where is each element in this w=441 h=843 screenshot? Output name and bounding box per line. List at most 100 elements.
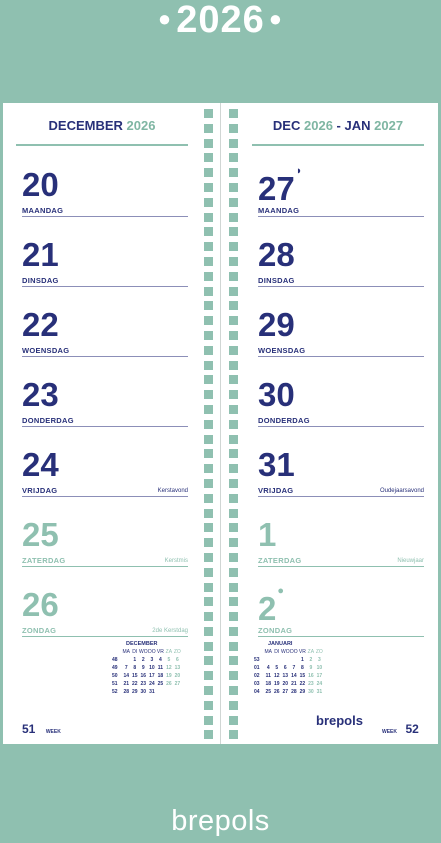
spiral-hole xyxy=(229,656,238,666)
mini-day xyxy=(156,688,165,696)
spiral-hole xyxy=(204,478,213,488)
spiral-hole xyxy=(229,700,238,710)
day-rule xyxy=(258,216,424,217)
spiral-hole xyxy=(229,123,238,133)
spiral-hole xyxy=(229,256,238,266)
mini-day: 2 xyxy=(141,657,145,663)
mini-day: 4 xyxy=(266,665,270,671)
mini-day: 1 xyxy=(133,657,137,663)
spiral-hole xyxy=(229,227,238,237)
brepols-logo: brepols xyxy=(171,805,270,837)
day-row: 22 WOENSDAG xyxy=(22,308,188,358)
mini-day: 10 xyxy=(149,665,155,671)
mini-week-number: 02 xyxy=(254,673,260,679)
mini-week-number: 48 xyxy=(112,657,118,663)
spiral-hole xyxy=(229,730,238,740)
day-number: 25 xyxy=(22,518,59,552)
mini-day: 1 xyxy=(300,657,304,663)
day-number: 20 xyxy=(22,168,59,202)
spiral-hole xyxy=(204,227,213,237)
mini-day: 4 xyxy=(158,657,162,663)
mini-day: 27 xyxy=(282,689,289,695)
day-rule xyxy=(258,566,424,567)
day-name: DINSDAG xyxy=(258,276,295,285)
mini-day: 23 xyxy=(308,681,314,687)
mini-week-number: 51 xyxy=(112,681,118,687)
right-week-footer: WEEK 52 xyxy=(382,720,419,738)
spiral-hole xyxy=(204,493,213,503)
day-name: ZONDAG xyxy=(258,626,293,635)
day-row: 26 ZONDAG 2de Kerstdag xyxy=(22,588,188,638)
mini-weekday-header: ZO xyxy=(315,649,323,655)
mini-week-number: 50 xyxy=(112,673,118,679)
spiral-hole xyxy=(204,404,213,414)
mini-day: 19 xyxy=(273,681,280,687)
mini-day: 5 xyxy=(167,657,171,663)
spiral-hole xyxy=(229,434,238,444)
spiral-hole xyxy=(229,212,238,222)
mini-day: 3 xyxy=(317,657,321,663)
spiral-hole xyxy=(204,700,213,710)
spiral-hole xyxy=(229,360,238,370)
spiral-hole xyxy=(204,123,213,133)
spiral-hole xyxy=(229,182,238,192)
spiral-hole xyxy=(204,523,213,533)
mini-day: 26 xyxy=(273,689,280,695)
spiral-hole xyxy=(204,419,213,429)
spiral-hole xyxy=(204,316,213,326)
left-header-year: 2026 xyxy=(126,118,156,133)
mini-day: 2 xyxy=(309,657,313,663)
day-number-text: 26 xyxy=(22,586,59,623)
spiral-hole xyxy=(229,109,238,118)
mini-day: 7 xyxy=(292,665,296,671)
day-row: 30 DONDERDAG xyxy=(258,378,424,428)
day-rule xyxy=(258,496,424,497)
mini-day: 11 xyxy=(265,673,271,679)
mini-weekday-header: MA xyxy=(264,649,273,655)
day-row: 27◗ MAANDAG xyxy=(258,165,424,218)
day-name: DONDERDAG xyxy=(258,416,310,425)
mini-day: 23 xyxy=(140,681,147,687)
spiral-hole xyxy=(204,390,213,400)
day-number: 1 xyxy=(258,518,276,552)
spiral-hole xyxy=(204,301,213,311)
mini-day xyxy=(264,656,273,664)
day-note: Nieuwjaar xyxy=(397,558,424,564)
mini-day xyxy=(281,656,290,664)
day-number-text: 1 xyxy=(258,516,277,553)
mini-day: 24 xyxy=(316,681,323,687)
day-rule xyxy=(258,356,424,357)
day-name: VRIJDAG xyxy=(258,486,294,495)
spiral-hole xyxy=(229,552,238,562)
mini-day: 25 xyxy=(157,681,164,687)
spiral-hole xyxy=(229,271,238,281)
spiral-hole xyxy=(204,197,213,207)
mini-day: 12 xyxy=(273,673,280,679)
spiral-binding xyxy=(198,103,244,744)
right-week-number: 52 xyxy=(405,722,419,736)
cover-year-text: 2026 xyxy=(176,0,265,41)
day-number-text: 30 xyxy=(258,376,295,413)
mini-calendar-title: JANUARI xyxy=(268,641,293,647)
spiral-hole xyxy=(204,464,213,474)
day-rule xyxy=(258,636,424,637)
day-number: 21 xyxy=(22,238,59,272)
spiral-hole xyxy=(229,478,238,488)
day-number-text: 28 xyxy=(258,236,295,273)
mini-day: 16 xyxy=(308,673,314,679)
day-name: ZATERDAG xyxy=(258,556,302,565)
mini-day: 11 xyxy=(157,665,163,671)
mini-day: 15 xyxy=(131,673,138,679)
spiral-hole xyxy=(229,582,238,592)
day-number-text: 29 xyxy=(258,306,295,343)
day-name: MAANDAG xyxy=(258,206,300,215)
mini-weekday-header: MA xyxy=(122,649,131,655)
day-name: ZONDAG xyxy=(22,626,57,635)
spiral-hole xyxy=(229,464,238,474)
spiral-hole xyxy=(204,182,213,192)
spiral-hole xyxy=(229,715,238,725)
mini-day xyxy=(173,688,182,696)
day-number: 30 xyxy=(258,378,295,412)
spiral-hole xyxy=(229,153,238,163)
mini-weekday-header: DI xyxy=(132,649,138,655)
